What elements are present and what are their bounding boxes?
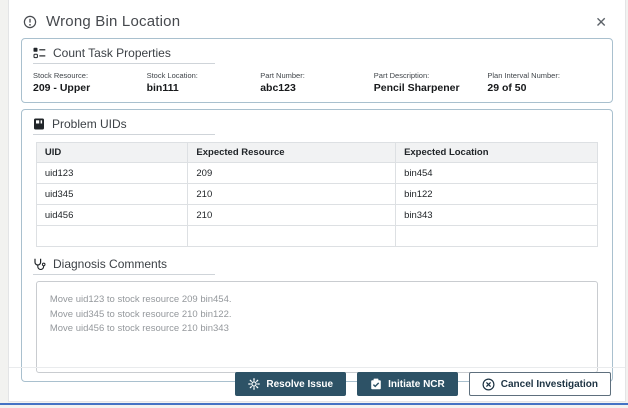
field-label: Stock Location:	[146, 71, 198, 80]
clipboard-check-icon	[370, 378, 382, 390]
table-header-row: UID Expected Resource Expected Location	[35, 142, 599, 163]
field-part-number: Part Number: abc123	[260, 71, 374, 94]
cell-expected-location: bin343	[395, 204, 599, 226]
wrong-bin-location-dialog: Wrong Bin Location ✕ Count Task Properti…	[8, 0, 626, 402]
field-label: Part Description:	[373, 71, 430, 80]
cell-uid: uid123	[35, 162, 189, 184]
alert-circle-icon	[23, 15, 37, 29]
column-header-uid[interactable]: UID	[35, 142, 189, 163]
screenshot-border-line	[0, 403, 628, 405]
count-task-properties-card: Count Task Properties Stock Resource: 20…	[21, 38, 613, 103]
problem-uids-card: Problem UIDs UID Expected Resource Expec…	[21, 109, 613, 382]
table-row[interactable]: uid345 210 bin122	[35, 183, 599, 205]
field-value: 29 of 50	[487, 82, 527, 94]
table-row[interactable]: uid123 209 bin454	[35, 162, 599, 184]
problem-uids-header: Problem UIDs	[33, 117, 215, 135]
initiate-ncr-button[interactable]: Initiate NCR	[357, 372, 458, 396]
count-task-properties-header: Count Task Properties	[33, 46, 215, 64]
tag-journal-icon	[33, 118, 45, 130]
resolve-issue-button[interactable]: Resolve Issue	[235, 372, 347, 396]
field-part-description: Part Description: Pencil Sharpener	[374, 71, 488, 94]
field-value: Pencil Sharpener	[373, 82, 460, 94]
field-label: Part Number:	[260, 71, 305, 80]
field-stock-location: Stock Location: bin111	[147, 71, 261, 94]
table-row-empty[interactable]	[35, 225, 599, 247]
field-label: Stock Resource:	[33, 71, 89, 80]
cell-expected-location: bin122	[395, 183, 599, 205]
cell-expected-resource: 209	[187, 162, 397, 184]
dialog-title: Wrong Bin Location	[46, 13, 181, 30]
dialog-header: Wrong Bin Location ✕	[9, 0, 625, 36]
field-value: bin111	[146, 82, 179, 94]
dialog-footer: Resolve Issue Initiate NCR	[235, 372, 611, 396]
cell-uid: uid345	[35, 183, 189, 205]
footer-divider	[9, 367, 625, 368]
count-task-fields: Stock Resource: 209 - Upper Stock Locati…	[33, 71, 601, 94]
cancel-investigation-button[interactable]: Cancel Investigation	[468, 372, 611, 396]
cell-expected-location: bin454	[395, 162, 599, 184]
button-label: Resolve Issue	[266, 378, 334, 390]
field-value: abc123	[260, 82, 296, 94]
gear-icon	[248, 378, 261, 390]
field-stock-resource: Stock Resource: 209 - Upper	[33, 71, 147, 94]
checklist-icon	[33, 47, 46, 59]
column-header-expected-location[interactable]: Expected Location	[395, 142, 599, 163]
button-label: Initiate NCR	[388, 378, 445, 390]
cell-expected-resource: 210	[187, 204, 397, 226]
button-label: Cancel Investigation	[500, 378, 598, 390]
circle-x-icon	[482, 377, 495, 391]
diagnosis-comments-header: Diagnosis Comments	[33, 257, 215, 275]
section-title: Count Task Properties	[53, 46, 171, 60]
field-value: 209 - Upper	[33, 82, 91, 94]
cell-uid: uid456	[35, 204, 189, 226]
cell-uid	[35, 225, 189, 247]
field-label: Plan Interval Number:	[487, 71, 560, 80]
section-title: Problem UIDs	[52, 117, 127, 131]
column-header-expected-resource[interactable]: Expected Resource	[187, 142, 397, 163]
stethoscope-icon	[33, 258, 46, 270]
cell-expected-resource	[187, 225, 397, 247]
problem-uids-table: UID Expected Resource Expected Location …	[35, 142, 599, 247]
table-row[interactable]: uid456 210 bin343	[35, 204, 599, 226]
cell-expected-location	[395, 225, 599, 247]
close-icon[interactable]: ✕	[595, 13, 607, 30]
diagnosis-comments-textarea[interactable]: Move uid123 to stock resource 209 bin454…	[35, 281, 599, 373]
cell-expected-resource: 210	[187, 183, 397, 205]
section-title: Diagnosis Comments	[53, 257, 168, 271]
field-plan-interval-number: Plan Interval Number: 29 of 50	[487, 71, 601, 94]
